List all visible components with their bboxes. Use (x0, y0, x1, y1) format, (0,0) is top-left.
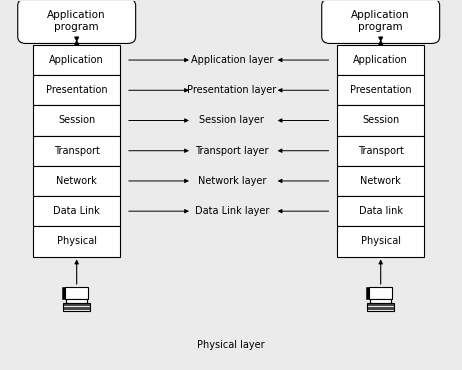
Bar (367, 303, 394, 311)
Text: Data link: Data link (359, 206, 403, 216)
Bar (33, 226, 121, 256)
Text: Application layer: Application layer (191, 55, 273, 65)
Text: Application
program: Application program (48, 10, 106, 32)
Bar (33, 166, 121, 196)
Text: Application: Application (353, 55, 408, 65)
Bar (63, 303, 90, 311)
Text: Session: Session (362, 115, 399, 125)
Bar (33, 105, 121, 136)
Bar (337, 226, 425, 256)
Bar (337, 105, 425, 136)
Text: Presentation layer: Presentation layer (187, 85, 277, 95)
Text: Data Link: Data Link (53, 206, 100, 216)
Bar (33, 75, 121, 105)
Text: Session layer: Session layer (200, 115, 264, 125)
Bar (65, 287, 88, 299)
Text: Presentation: Presentation (350, 85, 412, 95)
Text: Network layer: Network layer (198, 176, 266, 186)
Bar (337, 136, 425, 166)
Text: Physical layer: Physical layer (197, 340, 265, 350)
Text: Data Link layer: Data Link layer (195, 206, 269, 216)
FancyBboxPatch shape (18, 0, 136, 43)
Bar (369, 287, 392, 299)
Bar (33, 196, 121, 226)
Text: Transport layer: Transport layer (195, 146, 269, 156)
Text: Transport: Transport (358, 146, 404, 156)
FancyBboxPatch shape (322, 0, 440, 43)
Text: Presentation: Presentation (46, 85, 108, 95)
Bar (337, 75, 425, 105)
Bar (33, 45, 121, 75)
Bar (337, 45, 425, 75)
Bar (371, 299, 391, 303)
Text: Physical: Physical (57, 236, 97, 246)
Text: Application
program: Application program (352, 10, 410, 32)
Text: Network: Network (56, 176, 97, 186)
Text: Application: Application (49, 55, 104, 65)
Bar (67, 299, 87, 303)
Bar (337, 166, 425, 196)
Bar (337, 196, 425, 226)
Text: Session: Session (58, 115, 95, 125)
Bar (62, 287, 74, 299)
Bar (366, 287, 378, 299)
Text: Transport: Transport (54, 146, 100, 156)
Text: Network: Network (360, 176, 401, 186)
Bar (33, 136, 121, 166)
Text: Physical: Physical (361, 236, 401, 246)
